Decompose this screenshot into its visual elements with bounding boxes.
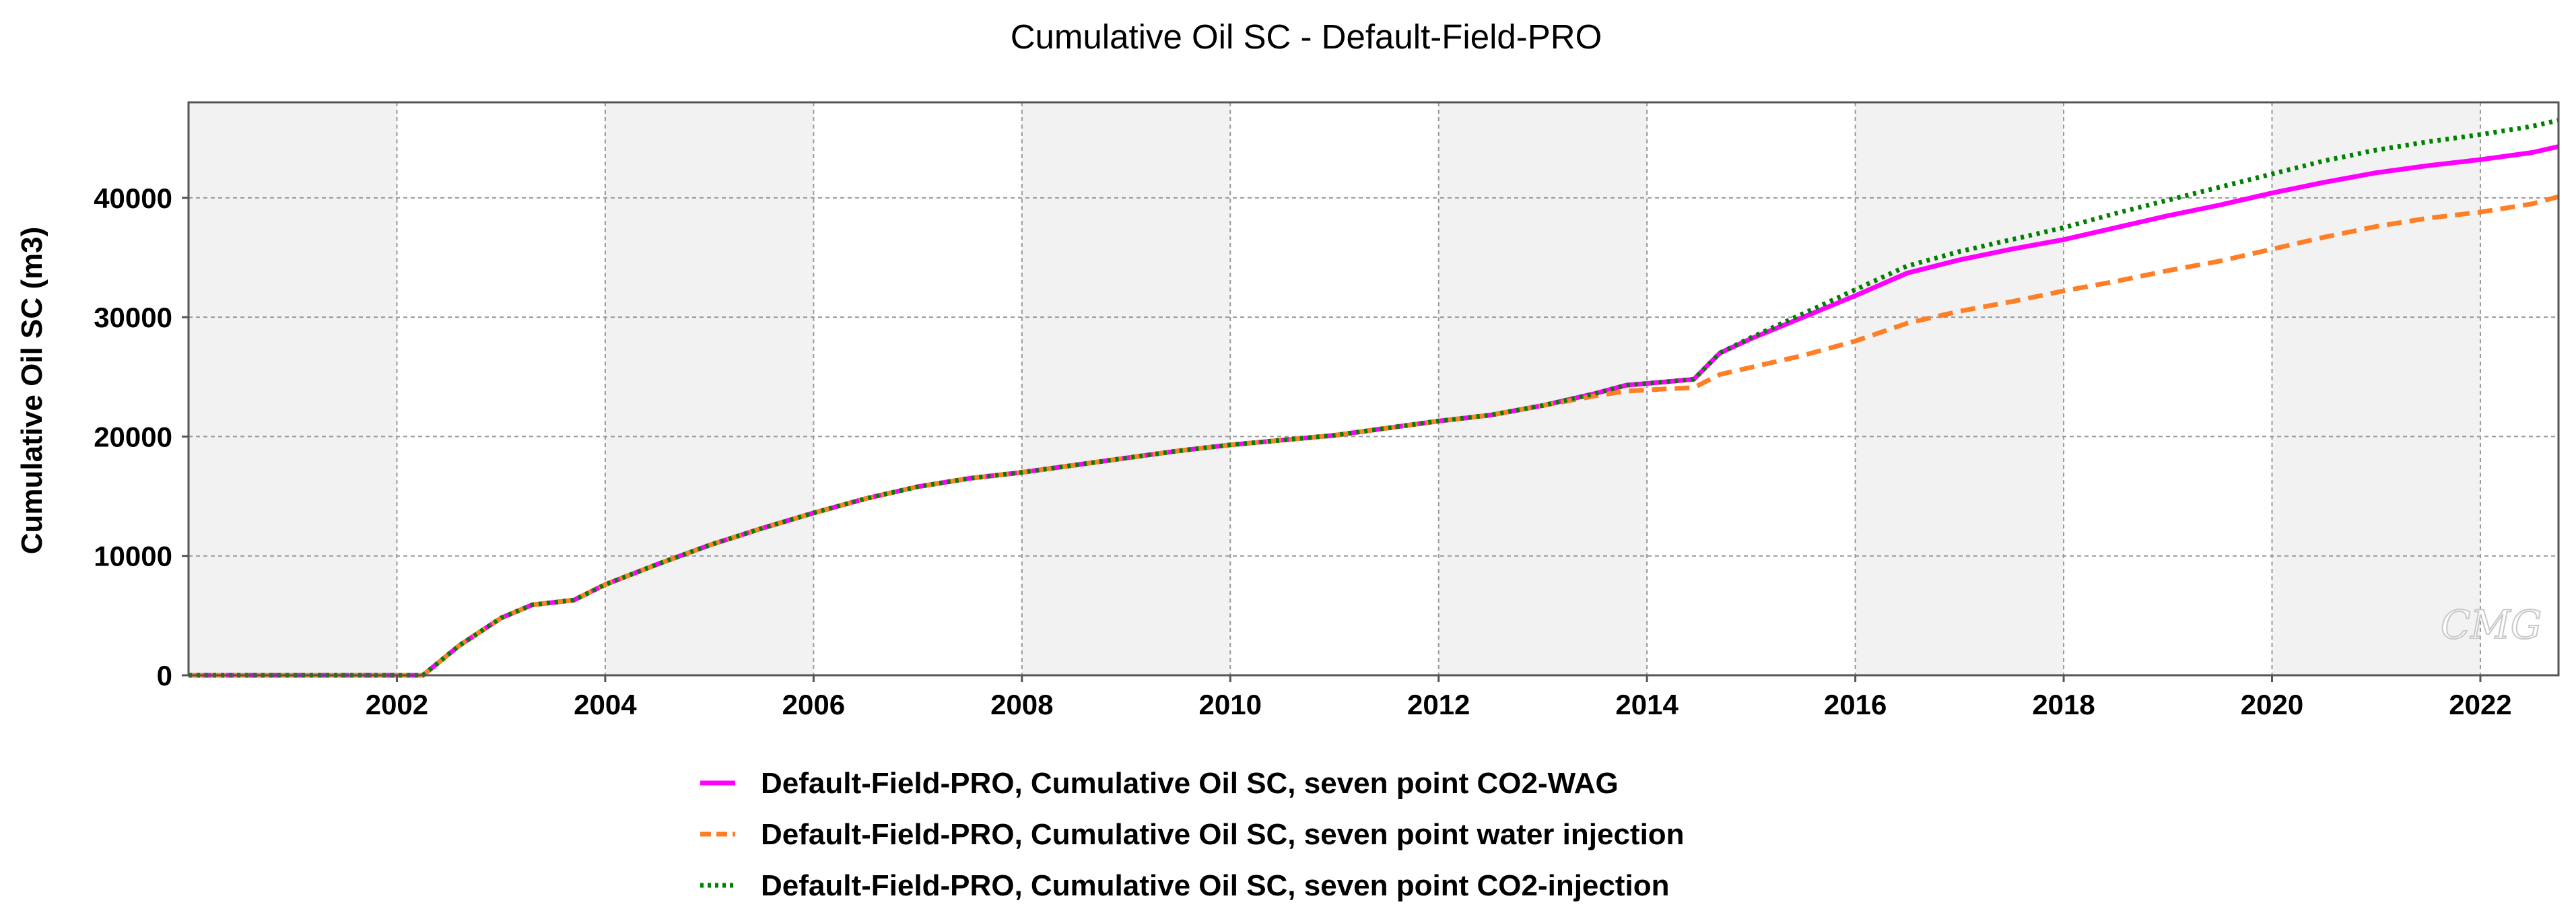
series-layer <box>189 118 2559 678</box>
y-axis-label: Cumulative Oil SC (m3) <box>15 227 48 555</box>
legend-label-3: Default-Field-PRO, Cumulative Oil SC, se… <box>761 869 1670 902</box>
x-tick-label: 2004 <box>574 689 637 720</box>
x-tick-label: 2022 <box>2449 689 2511 720</box>
y-tick-label: 30000 <box>94 302 172 333</box>
x-tick-label: 2012 <box>1407 689 1470 720</box>
legend: Default-Field-PRO, Cumulative Oil SC, se… <box>700 767 1685 902</box>
legend-label-2: Default-Field-PRO, Cumulative Oil SC, se… <box>761 818 1685 851</box>
x-tick-label: 2016 <box>1824 689 1887 720</box>
chart-title: Cumulative Oil SC - Default-Field-PRO <box>1011 18 1602 56</box>
plot-background <box>189 102 2558 675</box>
y-tick-label: 20000 <box>94 421 172 452</box>
plot-band <box>1855 102 2064 675</box>
cmg-watermark: CMG <box>2441 602 2542 648</box>
plot-band <box>1021 102 1231 675</box>
x-tick-label: 2020 <box>2241 689 2303 720</box>
y-tick-label: 10000 <box>94 541 172 572</box>
plot-band <box>605 102 814 675</box>
x-tick-label: 2010 <box>1199 689 1262 720</box>
x-tick-label: 2006 <box>782 689 845 720</box>
x-tick-label: 2002 <box>366 689 428 720</box>
series-line-2 <box>189 194 2559 678</box>
x-tick-label: 2018 <box>2032 689 2095 720</box>
x-tick-label: 2008 <box>990 689 1053 720</box>
plot-area <box>189 102 2558 675</box>
x-axis: 2002 2004 2006 2008 2010 2012 2014 2016 2018 2020… <box>366 675 2512 720</box>
y-axis: 0 10000 20000 30000 40000 <box>94 182 189 691</box>
x-tick-label: 2014 <box>1615 689 1679 720</box>
plot-band <box>189 102 397 675</box>
plot-frame <box>187 101 2560 677</box>
legend-label-1: Default-Field-PRO, Cumulative Oil SC, se… <box>761 767 1619 800</box>
y-tick-label: 40000 <box>94 182 172 214</box>
grid <box>189 102 2558 675</box>
y-tick-label: 0 <box>157 660 172 691</box>
